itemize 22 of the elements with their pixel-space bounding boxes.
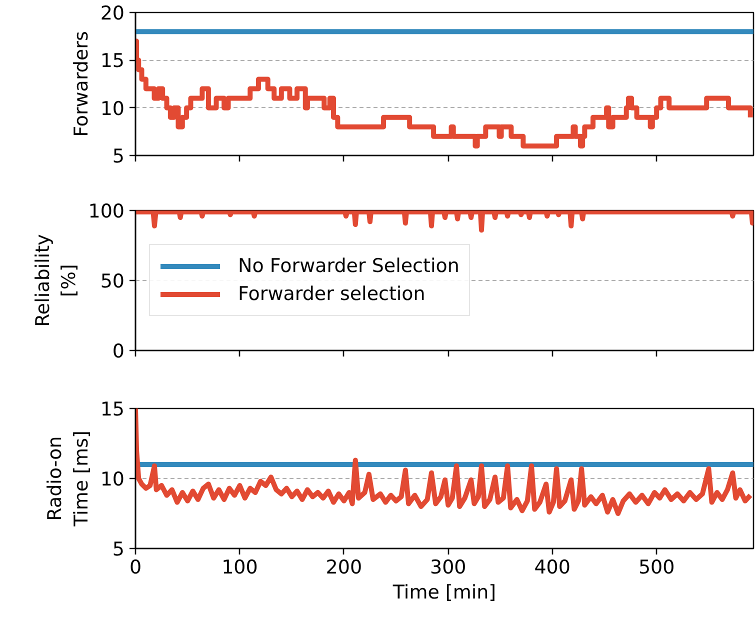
x-axis-title: Time [min] xyxy=(392,582,496,604)
y-axis-title: Reliability [%] xyxy=(32,234,80,327)
x-tick-label: 100 xyxy=(222,556,258,578)
legend-label: Forwarder selection xyxy=(238,283,426,305)
x-tick-label: 300 xyxy=(430,556,466,578)
x-tick-label: 0 xyxy=(129,556,142,578)
x-tick-label: 200 xyxy=(326,556,362,578)
x-tick-label: 500 xyxy=(638,556,675,578)
y-tick-label: 15 xyxy=(100,398,125,420)
y-tick-label: 15 xyxy=(100,50,125,72)
y-tick-label: 10 xyxy=(100,98,125,120)
y-tick-label: 50 xyxy=(100,270,125,292)
y-tick-label: 10 xyxy=(100,468,125,490)
y-tick-label: 100 xyxy=(88,200,124,222)
y-tick-label: 5 xyxy=(112,146,125,168)
legend-label: No Forwarder Selection xyxy=(238,255,460,277)
y-axis-title: Radio-on Time [ms] xyxy=(44,430,92,528)
y-tick-label: 0 xyxy=(112,340,125,362)
x-tick-label: 400 xyxy=(534,556,570,578)
y-axis-title: Forwarders xyxy=(70,31,92,137)
y-tick-label: 5 xyxy=(112,538,125,560)
y-tick-label: 20 xyxy=(100,2,125,24)
